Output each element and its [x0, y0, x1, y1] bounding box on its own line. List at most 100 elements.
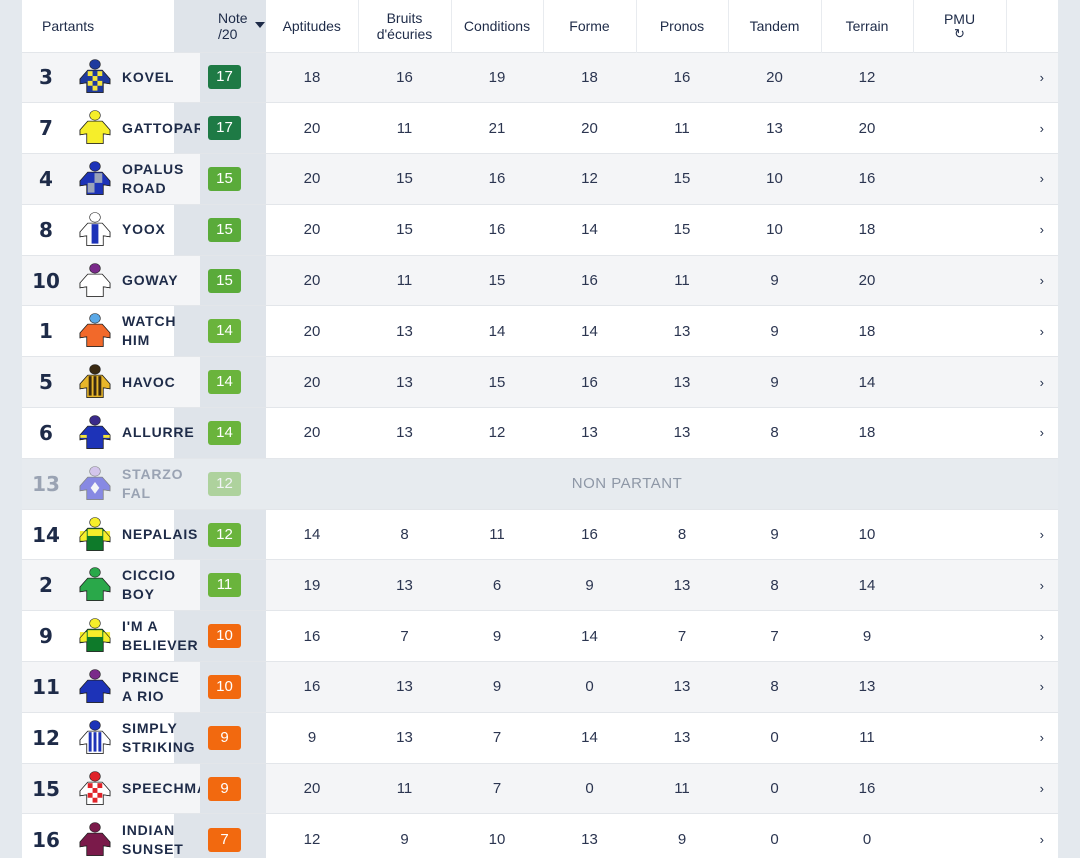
note-cell: 7 — [200, 813, 266, 858]
runner-name[interactable]: INDIAN SUNSET — [120, 813, 200, 858]
score-aptitudes: 16 — [266, 661, 358, 713]
chevron-right-icon[interactable]: › — [1006, 305, 1058, 357]
header-pronos[interactable]: Pronos — [636, 0, 729, 52]
score-forme: 14 — [543, 203, 636, 256]
score-pmu — [913, 153, 1006, 205]
score-conditions: 15 — [451, 356, 543, 408]
runner-name[interactable]: ALLURRE — [120, 407, 200, 459]
header-pmu[interactable]: PMU ↻ — [913, 0, 1007, 52]
note-badge: 10 — [208, 624, 241, 649]
table-header-row: Partants Note /20 Aptitudes Bruits d'écu… — [22, 0, 1058, 52]
score-tandem: 8 — [728, 407, 821, 459]
table-row[interactable]: 16 INDIAN SUNSET 7 12 9 10 13 9 0 0 › — [22, 813, 1058, 858]
table-row[interactable]: 14 NEPALAIS 12 14 8 11 16 8 9 10 › — [22, 508, 1058, 560]
header-aptitudes[interactable]: Aptitudes — [266, 0, 359, 52]
score-conditions: 19 — [451, 51, 543, 103]
table-row[interactable]: 1 WATCH HIM 14 20 13 14 14 13 9 18 › — [22, 305, 1058, 357]
score-conditions: 12 — [451, 407, 543, 459]
runner-name[interactable]: CICCIO BOY — [120, 559, 200, 611]
table-row[interactable]: 9 I'M A BELIEVER 10 16 7 9 14 7 7 9 › — [22, 610, 1058, 662]
score-forme: 16 — [543, 254, 636, 306]
jockey-silk-icon — [70, 610, 120, 662]
table-row[interactable]: 7GATTOPARDO1720112120111320› — [22, 102, 1058, 154]
chevron-right-icon[interactable]: › — [1006, 254, 1058, 306]
header-forme[interactable]: Forme — [543, 0, 637, 52]
header-terrain[interactable]: Terrain — [821, 0, 914, 52]
note-badge: 12 — [208, 522, 241, 547]
header-bruits-line2: d'écuries — [376, 25, 433, 42]
chevron-right-icon[interactable]: › — [1006, 508, 1058, 560]
non-partant-label: NON PARTANT — [571, 475, 683, 493]
runner-name[interactable]: I'M A BELIEVER — [120, 610, 200, 662]
table-row[interactable]: 6 ALLURRE 14 20 13 12 13 13 8 18 › — [22, 407, 1058, 459]
jockey-silk-icon — [70, 661, 120, 713]
runner-name-line1: GOWAY — [122, 272, 179, 289]
runner-name-line1: GATTOPARDO — [122, 119, 200, 136]
score-terrain: 18 — [821, 407, 913, 459]
header-conditions[interactable]: Conditions — [451, 0, 544, 52]
table-row-non-partant[interactable]: 13 STARZO FAL 12 NON PARTANT — [22, 457, 1058, 510]
header-note-line1: Note — [218, 9, 248, 26]
score-terrain: 9 — [821, 610, 913, 662]
runner-name[interactable]: GATTOPARDO — [120, 102, 200, 154]
table-row[interactable]: 12 SIMPLY STRIKING 9 9 13 7 14 13 0 11 › — [22, 711, 1058, 764]
table-row[interactable]: 3 KOVEL 17 18 16 19 18 16 20 12 › — [22, 51, 1058, 103]
runner-name[interactable]: YOOX — [120, 203, 200, 256]
runner-name[interactable]: OPALUS ROAD — [120, 153, 200, 205]
chevron-right-icon[interactable]: › — [1006, 661, 1058, 713]
score-aptitudes: 20 — [266, 203, 358, 256]
score-bruits: 11 — [358, 762, 451, 814]
table-row[interactable]: 11 PRINCE A RIO 10 16 13 9 0 13 8 13 › — [22, 661, 1058, 713]
runner-name[interactable]: KOVEL — [120, 51, 200, 103]
score-tandem: 9 — [728, 356, 821, 408]
score-terrain: 13 — [821, 661, 913, 713]
score-pronos: 13 — [636, 711, 728, 764]
chevron-right-icon[interactable]: › — [1006, 762, 1058, 814]
runner-name[interactable]: SIMPLY STRIKING — [120, 711, 200, 764]
header-bruits[interactable]: Bruits d'écuries — [358, 0, 452, 52]
chevron-right-icon[interactable]: › — [1006, 610, 1058, 662]
chevron-right-icon[interactable]: › — [1006, 203, 1058, 256]
runner-name[interactable]: NEPALAIS — [120, 508, 200, 560]
table-row[interactable]: 10 GOWAY 15 20 11 15 16 11 9 20 › — [22, 254, 1058, 306]
header-note-line2: /20 — [218, 25, 238, 42]
runner-name[interactable]: SPEECHMAKER — [120, 762, 200, 814]
score-pmu — [913, 762, 1006, 814]
table-row[interactable]: 5 HAVOC 14 20 13 15 16 13 9 14 › — [22, 356, 1058, 408]
score-terrain: 12 — [821, 51, 913, 103]
chevron-right-icon[interactable]: › — [1006, 51, 1058, 103]
runner-name[interactable]: STARZO FAL — [120, 457, 200, 510]
score-tandem: 10 — [728, 203, 821, 256]
chevron-right-icon[interactable]: › — [1006, 356, 1058, 408]
score-pmu — [913, 711, 1006, 764]
score-conditions: 14 — [451, 305, 543, 357]
runner-name[interactable]: PRINCE A RIO — [120, 661, 200, 713]
score-terrain: 20 — [821, 102, 913, 154]
runners-table: Partants Note /20 Aptitudes Bruits d'écu… — [22, 0, 1058, 858]
note-badge: 9 — [208, 725, 241, 750]
header-partants[interactable]: Partants — [42, 17, 95, 34]
chevron-right-icon[interactable]: › — [1006, 559, 1058, 611]
runner-name[interactable]: WATCH HIM — [120, 305, 200, 357]
refresh-icon[interactable]: ↻ — [954, 25, 965, 41]
chevron-right-icon[interactable]: › — [1006, 813, 1058, 858]
score-aptitudes: 18 — [266, 51, 358, 103]
score-pronos: 15 — [636, 203, 728, 256]
note-badge: 10 — [208, 674, 241, 699]
chevron-right-icon[interactable]: › — [1006, 407, 1058, 459]
score-conditions: 9 — [451, 661, 543, 713]
runner-number: 1 — [22, 305, 70, 357]
table-row[interactable]: 4 OPALUS ROAD 15 20 15 16 12 15 10 16 › — [22, 153, 1058, 205]
runner-name[interactable]: HAVOC — [120, 356, 200, 408]
header-tandem[interactable]: Tandem — [728, 0, 822, 52]
score-bruits: 13 — [358, 559, 451, 611]
header-note-sort[interactable]: Note /20 — [200, 0, 266, 52]
table-row[interactable]: 2 CICCIO BOY 11 19 13 6 9 13 8 14 › — [22, 559, 1058, 611]
chevron-right-icon[interactable]: › — [1006, 102, 1058, 154]
table-row[interactable]: 15SPEECHMAKER920117011016› — [22, 762, 1058, 814]
chevron-right-icon[interactable]: › — [1006, 153, 1058, 205]
score-bruits: 16 — [358, 51, 451, 103]
chevron-right-icon[interactable]: › — [1006, 711, 1058, 764]
runner-name[interactable]: GOWAY — [120, 254, 200, 306]
table-row[interactable]: 8 YOOX 15 20 15 16 14 15 10 18 › — [22, 203, 1058, 256]
